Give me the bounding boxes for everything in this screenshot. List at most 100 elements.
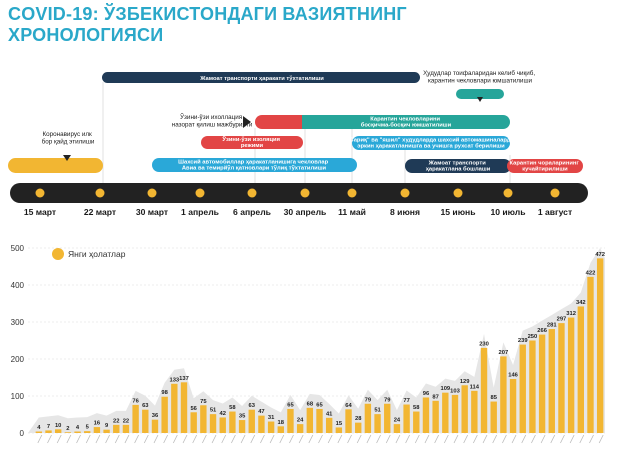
category-tick xyxy=(434,434,439,444)
page-title: COVID-19: ЎЗБЕКИСТОНДАГИ ВАЗИЯТНИНГ ХРОН… xyxy=(8,4,407,46)
timeline-dot xyxy=(147,188,157,198)
category-tick xyxy=(308,434,314,444)
category-tick xyxy=(37,434,43,444)
bar-value-label: 42 xyxy=(219,411,225,417)
category-tick xyxy=(76,434,81,444)
bar-value-label: 79 xyxy=(365,397,372,403)
data-bar xyxy=(132,404,139,433)
timeline-date: 1 август xyxy=(538,207,572,217)
category-tick xyxy=(376,434,381,444)
category-tick xyxy=(47,434,52,444)
timeline-date: 30 апрель xyxy=(284,207,327,217)
timeline-date: 11 май xyxy=(338,207,366,217)
timeline-date: 30 март xyxy=(136,207,168,217)
data-bar xyxy=(103,429,110,433)
bar-value-label: 114 xyxy=(470,384,480,390)
data-bar xyxy=(403,404,410,433)
callout-regional-easing: Ҳудудлар тоифаларидан келиб чиқиб, каран… xyxy=(423,69,535,102)
bar-self-isolation-regime: Ўзини-ўзи изоляция режими xyxy=(201,135,303,149)
category-tick xyxy=(221,434,227,444)
data-bar xyxy=(209,414,217,433)
data-bar xyxy=(577,306,584,433)
category-tick xyxy=(318,434,323,444)
data-bar xyxy=(461,385,468,433)
bar-value-label: 41 xyxy=(326,411,333,417)
data-bar xyxy=(55,429,62,433)
data-bar xyxy=(171,383,178,433)
category-tick xyxy=(124,434,130,444)
data-bar xyxy=(161,396,168,433)
category-tick xyxy=(589,434,594,444)
category-tick xyxy=(105,434,110,444)
bar-value-label: 58 xyxy=(229,405,236,411)
bar-value-label: 96 xyxy=(423,391,430,397)
data-bar xyxy=(480,347,488,433)
category-tick xyxy=(231,434,236,444)
bar-value-label: 312 xyxy=(566,311,576,317)
bar-value-label: 85 xyxy=(490,395,497,401)
bar-value-label: 87 xyxy=(432,394,438,400)
bar-value-label: 103 xyxy=(450,388,460,394)
category-tick xyxy=(337,434,343,444)
bar-value-label: 342 xyxy=(576,300,586,306)
chart-y-axis: 0 100 200 300 400 500 xyxy=(11,244,25,438)
bar-value-label: 51 xyxy=(210,408,217,414)
timeline-dot xyxy=(550,188,560,198)
category-tick xyxy=(414,434,420,444)
bar-value-label: 24 xyxy=(394,418,401,424)
data-bar xyxy=(93,427,101,433)
category-tick xyxy=(260,434,265,444)
bar-value-label: 146 xyxy=(508,372,518,378)
category-tick xyxy=(502,434,507,444)
data-bar xyxy=(422,397,430,433)
callout-first-case: Коронавирус илк бор қайд этилиши xyxy=(8,131,103,173)
data-bar xyxy=(142,409,149,433)
y-tick-label: 400 xyxy=(11,281,25,290)
bar-value-label: 22 xyxy=(113,418,119,424)
bar-value-label: 16 xyxy=(94,421,101,427)
callout-first-case-label: Коронавирус илк бор қайд этилиши xyxy=(42,131,95,146)
data-bar xyxy=(335,427,343,433)
category-tick xyxy=(298,434,304,444)
category-tick xyxy=(521,434,527,444)
bar-gradual-easing: Карантин чекловларини босқичма-босқич юм… xyxy=(255,115,510,129)
bar-value-label: 79 xyxy=(384,397,391,403)
category-tick xyxy=(405,434,410,444)
title-line-2: ХРОНОЛОГИЯСИ xyxy=(8,25,164,45)
data-bar xyxy=(64,432,72,433)
data-bar xyxy=(267,421,275,433)
bar-value-label: 47 xyxy=(258,409,264,415)
category-tick xyxy=(453,434,459,444)
timeline-dot xyxy=(95,188,105,198)
bar-car-restrictions: Шахсий автомобиллар ҳаракатланишига чекл… xyxy=(152,158,357,172)
callout-self-isolation: Ўзини-ўзи ихоллация назорат қилиш мажбур… xyxy=(172,112,253,129)
data-bar xyxy=(374,414,381,433)
timeline-dot xyxy=(247,188,257,198)
category-tick xyxy=(163,434,169,444)
category-tick xyxy=(560,434,565,444)
timeline-dot xyxy=(400,188,410,198)
bar-self-isolation-regime-label: Ўзини-ўзи изоляция режими xyxy=(221,135,281,149)
bar-value-label: 281 xyxy=(547,323,557,329)
data-bar xyxy=(229,411,236,433)
data-bar xyxy=(45,430,52,433)
bar-value-label: 31 xyxy=(268,415,275,421)
category-tick xyxy=(385,434,391,444)
category-tick xyxy=(153,434,159,444)
bar-value-label: 18 xyxy=(278,420,285,426)
category-tick xyxy=(443,434,449,444)
legend-swatch xyxy=(52,248,64,260)
data-bar xyxy=(471,390,478,433)
bar-value-label: 56 xyxy=(190,406,197,412)
data-bar xyxy=(248,409,255,433)
data-bar xyxy=(277,426,284,433)
bar-value-label: 51 xyxy=(374,408,381,414)
category-tick xyxy=(511,434,517,444)
data-bar xyxy=(151,419,159,433)
timeline-date: 15 июнь xyxy=(440,207,475,217)
data-bar xyxy=(364,403,372,433)
category-tick xyxy=(56,434,62,444)
bar-value-label: 64 xyxy=(345,403,352,409)
data-bar xyxy=(442,392,449,433)
